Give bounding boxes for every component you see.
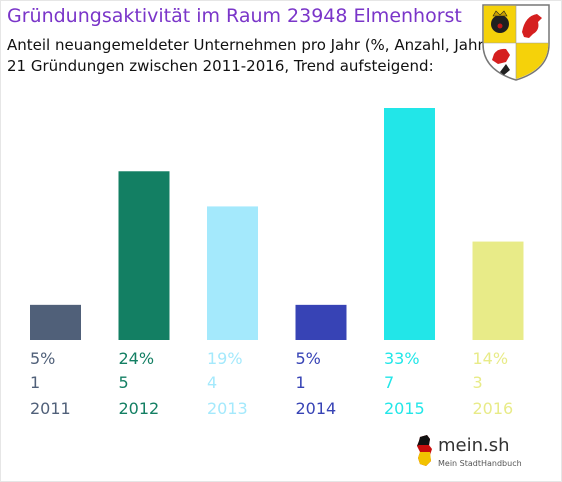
chart-title: Gründungsaktivität im Raum 23948 Elmenho… bbox=[7, 5, 462, 27]
year-label-2011: 2011 bbox=[30, 399, 71, 418]
logo-tagline: Mein StadtHandbuch bbox=[438, 459, 522, 468]
year-label-2015: 2015 bbox=[384, 399, 425, 418]
count-label-2012: 5 bbox=[119, 373, 129, 392]
year-label-2012: 2012 bbox=[119, 399, 160, 418]
year-label-2014: 2014 bbox=[296, 399, 337, 418]
year-label-2016: 2016 bbox=[473, 399, 514, 418]
percent-label-2014: 5% bbox=[296, 349, 321, 368]
count-label-2015: 7 bbox=[384, 373, 394, 392]
count-label-2016: 3 bbox=[473, 373, 483, 392]
logo-name: mein.sh bbox=[438, 435, 510, 456]
germany-map-icon bbox=[417, 435, 432, 466]
chart-summary: 21 Gründungen zwischen 2011-2016, Trend … bbox=[7, 57, 434, 75]
bar-2013 bbox=[207, 206, 258, 340]
count-label-2011: 1 bbox=[30, 373, 40, 392]
bar-2016 bbox=[472, 241, 524, 340]
bar-2012 bbox=[118, 171, 170, 340]
bar-2015 bbox=[384, 108, 435, 340]
coat-of-arms-icon bbox=[482, 4, 550, 81]
bar-2014 bbox=[295, 304, 347, 340]
percent-label-2016: 14% bbox=[473, 349, 509, 368]
mein-sh-logo: mein.sh Mein StadtHandbuch bbox=[414, 433, 534, 475]
count-label-2014: 1 bbox=[296, 373, 306, 392]
percent-label-2012: 24% bbox=[119, 349, 155, 368]
percent-label-2015: 33% bbox=[384, 349, 420, 368]
percent-label-2011: 5% bbox=[30, 349, 55, 368]
year-label-2013: 2013 bbox=[207, 399, 248, 418]
bar-2011 bbox=[30, 304, 81, 340]
chart-subtitle: Anteil neuangemeldeter Unternehmen pro J… bbox=[7, 36, 490, 54]
percent-label-2013: 19% bbox=[207, 349, 243, 368]
count-label-2013: 4 bbox=[207, 373, 217, 392]
